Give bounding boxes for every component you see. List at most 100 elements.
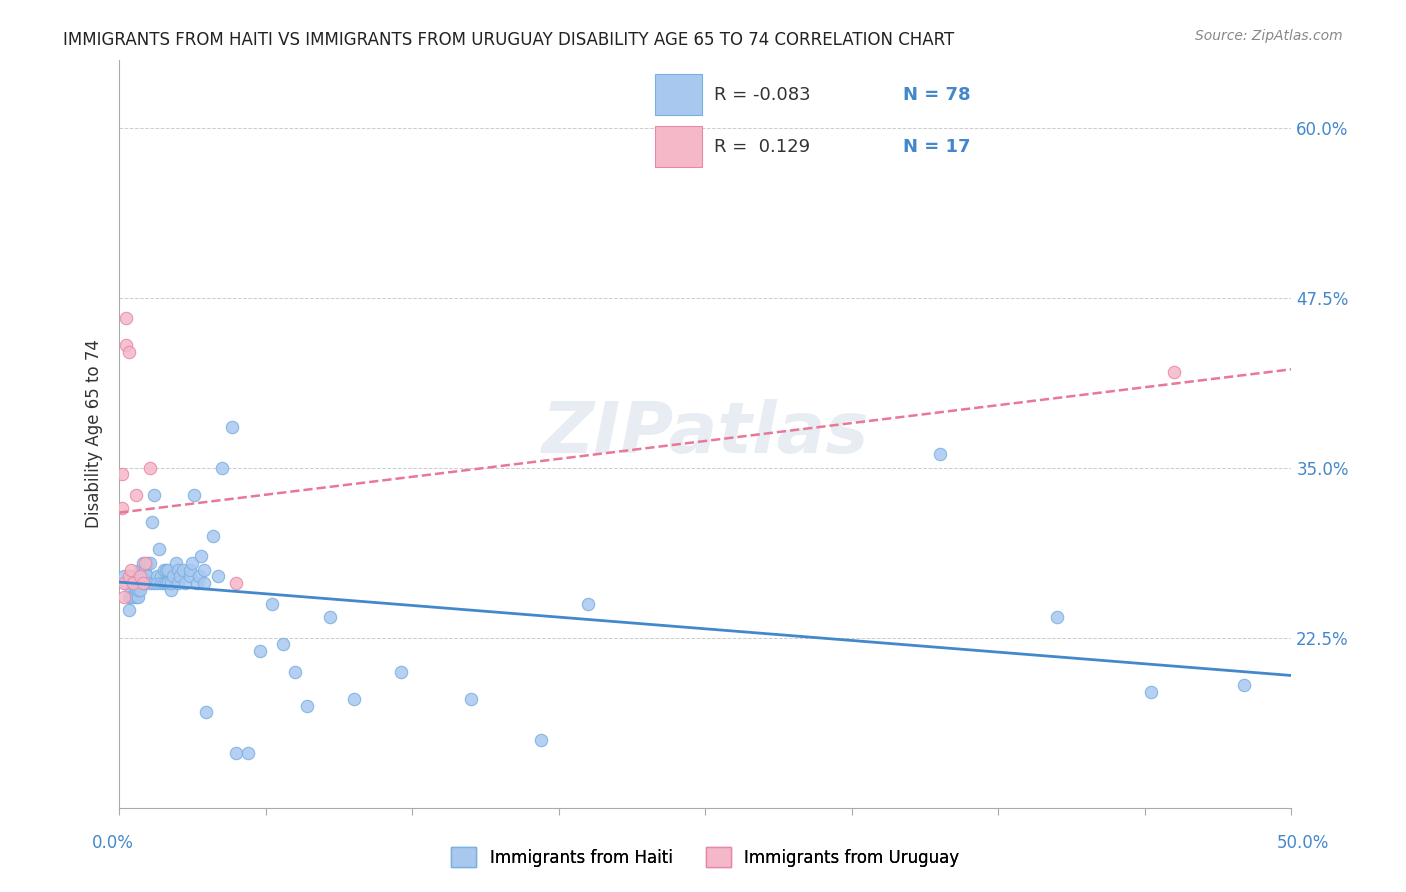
Point xyxy=(238,746,260,760)
Point xyxy=(188,569,211,583)
Point xyxy=(295,698,318,713)
Point xyxy=(132,556,155,570)
Point xyxy=(110,501,132,516)
Point xyxy=(1046,610,1069,624)
Point xyxy=(167,563,190,577)
Point xyxy=(186,576,208,591)
Point xyxy=(190,549,212,563)
Point xyxy=(1163,365,1185,379)
Point xyxy=(150,576,173,591)
Point xyxy=(157,576,180,591)
FancyBboxPatch shape xyxy=(655,126,702,167)
Point xyxy=(225,576,247,591)
Point xyxy=(172,563,194,577)
Point xyxy=(120,563,142,577)
Point xyxy=(225,746,247,760)
Point xyxy=(155,576,177,591)
Text: N = 17: N = 17 xyxy=(903,138,970,156)
Text: 50.0%: 50.0% xyxy=(1277,834,1329,852)
Point xyxy=(157,563,180,577)
Point xyxy=(117,590,139,604)
Point xyxy=(153,563,176,577)
Point xyxy=(115,311,138,326)
Point xyxy=(117,569,139,583)
Point xyxy=(146,576,169,591)
Point xyxy=(129,563,152,577)
Point xyxy=(174,576,197,591)
Point xyxy=(221,419,243,434)
Point xyxy=(179,569,201,583)
Point xyxy=(115,576,138,591)
Point xyxy=(125,488,148,502)
Point xyxy=(125,590,148,604)
Point xyxy=(153,576,176,591)
Point xyxy=(136,569,159,583)
Point xyxy=(122,576,145,591)
Text: 0.0%: 0.0% xyxy=(91,834,134,852)
Point xyxy=(120,582,142,597)
Point xyxy=(193,576,215,591)
Point xyxy=(127,582,149,597)
Point xyxy=(139,576,162,591)
Y-axis label: Disability Age 65 to 74: Disability Age 65 to 74 xyxy=(86,339,103,528)
Point xyxy=(136,556,159,570)
Point xyxy=(193,563,215,577)
Point xyxy=(284,665,307,679)
Point xyxy=(155,563,177,577)
Point xyxy=(112,590,135,604)
Point xyxy=(117,603,139,617)
Point xyxy=(112,576,135,591)
Point xyxy=(148,542,170,557)
Point xyxy=(115,338,138,352)
Point xyxy=(160,582,183,597)
Text: N = 78: N = 78 xyxy=(903,86,970,103)
Point xyxy=(160,576,183,591)
Point xyxy=(141,515,163,529)
Point xyxy=(211,460,233,475)
Point xyxy=(127,576,149,591)
Text: Source: ZipAtlas.com: Source: ZipAtlas.com xyxy=(1195,29,1343,43)
Text: IMMIGRANTS FROM HAITI VS IMMIGRANTS FROM URUGUAY DISABILITY AGE 65 TO 74 CORRELA: IMMIGRANTS FROM HAITI VS IMMIGRANTS FROM… xyxy=(63,31,955,49)
Point xyxy=(134,563,156,577)
Point xyxy=(134,576,156,591)
Point xyxy=(389,665,412,679)
Text: R = -0.083: R = -0.083 xyxy=(714,86,810,103)
Point xyxy=(139,460,162,475)
Point xyxy=(167,576,190,591)
Point xyxy=(139,556,162,570)
Point xyxy=(530,732,553,747)
Point xyxy=(117,345,139,359)
Point xyxy=(460,691,482,706)
Point xyxy=(576,597,599,611)
Point xyxy=(150,569,173,583)
Text: ZIPatlas: ZIPatlas xyxy=(541,399,869,468)
Point xyxy=(132,569,155,583)
Point xyxy=(110,467,132,482)
Point xyxy=(143,576,166,591)
Point xyxy=(273,637,295,651)
Point xyxy=(343,691,366,706)
Text: R =  0.129: R = 0.129 xyxy=(714,138,810,156)
Point xyxy=(122,576,145,591)
Point xyxy=(179,563,201,577)
Point xyxy=(202,528,225,542)
Point xyxy=(195,706,218,720)
Point xyxy=(1139,685,1161,699)
Point xyxy=(183,488,205,502)
Point xyxy=(146,569,169,583)
Point xyxy=(125,582,148,597)
Point xyxy=(120,590,142,604)
Point xyxy=(319,610,342,624)
Point xyxy=(1233,678,1256,692)
Point xyxy=(134,556,156,570)
Point xyxy=(169,569,191,583)
Point xyxy=(132,576,155,591)
Point xyxy=(162,569,184,583)
Point xyxy=(143,488,166,502)
Point xyxy=(249,644,271,658)
Point xyxy=(120,569,142,583)
Point xyxy=(928,447,950,461)
Legend: Immigrants from Haiti, Immigrants from Uruguay: Immigrants from Haiti, Immigrants from U… xyxy=(444,840,966,874)
Point xyxy=(207,569,229,583)
Point xyxy=(122,590,145,604)
